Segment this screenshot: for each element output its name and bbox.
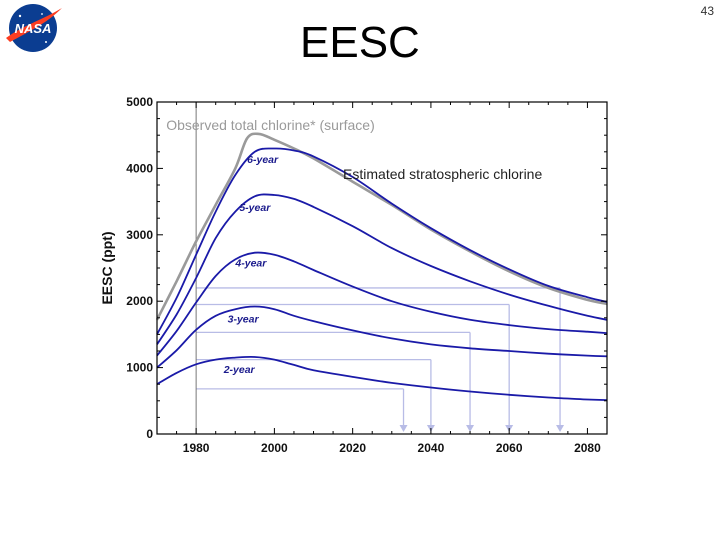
x-tick-label: 2060 xyxy=(496,441,523,455)
plot-background xyxy=(157,102,607,434)
curve-label-5-year: 5-year xyxy=(239,202,271,214)
series-line-4-year xyxy=(156,251,608,357)
x-tick-label: 2020 xyxy=(339,441,366,455)
y-tick-label: 1000 xyxy=(126,361,153,375)
threshold-arrow-0 xyxy=(556,425,565,432)
series-line-5-year xyxy=(156,193,608,345)
y-tick-label: 3000 xyxy=(126,228,153,242)
curve-label-4-year: 4-year xyxy=(234,258,267,270)
threshold-arrow-4 xyxy=(399,425,408,432)
curve-label-3-year: 3-year xyxy=(228,313,260,325)
y-tick-label: 2000 xyxy=(126,294,153,308)
curve-labels: 6-year 5-year 4-year 3-year 2-year xyxy=(223,154,279,376)
curve-label-2-year: 2-year xyxy=(223,364,256,376)
threshold-arrow-2 xyxy=(466,425,475,432)
nasa-logo-star xyxy=(45,41,47,43)
y-tick-label: 0 xyxy=(146,427,153,441)
x-axis-ticks: 1980 2000 2020 2040 2060 2080 xyxy=(156,102,608,455)
page-number: 43 xyxy=(700,4,714,18)
y-tick-label: 5000 xyxy=(126,95,153,109)
series-line-6-year xyxy=(156,147,608,335)
nasa-logo-star xyxy=(18,14,22,18)
annotation-estimated-chlorine: Estimated stratospheric chlorine xyxy=(343,166,542,182)
nasa-logo: NASA xyxy=(6,4,62,52)
y-axis-ticks: 0 1000 2000 3000 4000 5000 xyxy=(126,95,607,441)
nasa-logo-text: NASA xyxy=(15,21,52,36)
y-tick-label: 4000 xyxy=(126,161,153,175)
annotation-observed-chlorine: Observed total chlorine* (surface) xyxy=(166,117,375,133)
x-tick-label: 2000 xyxy=(261,441,288,455)
nasa-logo-chevron xyxy=(6,8,62,42)
nasa-logo-star xyxy=(41,13,43,15)
slide-title: EESC xyxy=(300,18,420,67)
x-tick-label: 2040 xyxy=(418,441,445,455)
series-group xyxy=(155,132,608,401)
x-tick-label: 2080 xyxy=(574,441,601,455)
curve-label-6-year: 6-year xyxy=(247,154,279,166)
y-axis-label: EESC (ppt) xyxy=(99,231,115,304)
x-tick-label: 1980 xyxy=(183,441,210,455)
recovery-threshold-lines xyxy=(196,287,565,432)
series-line-2-year xyxy=(156,355,608,401)
series-line-3-year xyxy=(156,305,608,369)
